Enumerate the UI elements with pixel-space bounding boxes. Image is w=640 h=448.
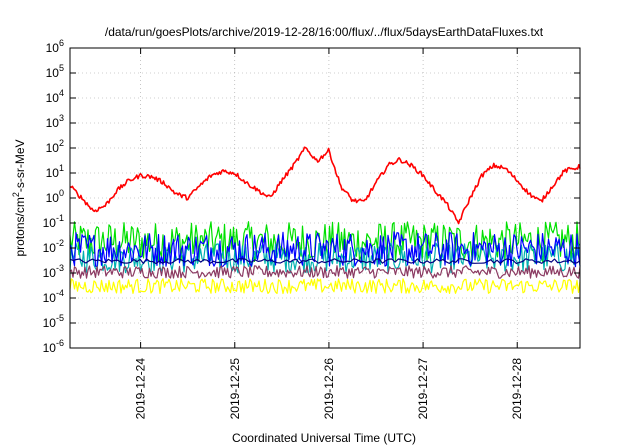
y-tick-label: 105: [46, 63, 64, 80]
y-axis-title-sup: 2: [11, 192, 21, 197]
x-tick-label: 2019-12-28: [510, 358, 524, 420]
y-tick-label-exponent: -2: [56, 238, 64, 248]
y-tick-label-base: 10: [46, 191, 60, 205]
y-tick-label: 10-4: [43, 288, 64, 305]
y-tick-label-base: 10: [43, 266, 57, 280]
y-axis-title-rest: -s-sr-MeV: [13, 139, 27, 192]
y-tick-label-exponent: 3: [59, 113, 64, 123]
y-tick-label-exponent: 0: [59, 188, 64, 198]
y-tick-label-exponent: -3: [56, 263, 64, 273]
x-axis-title: Coordinated Universal Time (UTC): [232, 431, 416, 445]
y-tick-label-exponent: -4: [56, 288, 64, 298]
y-tick-label: 102: [46, 138, 64, 155]
y-tick-label-base: 10: [43, 291, 57, 305]
y-tick-label: 103: [46, 113, 64, 130]
y-tick-label: 10-6: [43, 338, 64, 355]
y-tick-label-base: 10: [43, 341, 57, 355]
chart-title: /data/run/goesPlots/archive/2019-12-28/1…: [105, 25, 544, 39]
y-tick-label-exponent: -6: [56, 338, 64, 348]
y-tick-label-exponent: -5: [56, 313, 64, 323]
x-tick-label: 2019-12-26: [322, 358, 336, 420]
y-tick-label-base: 10: [43, 216, 57, 230]
y-tick-label-base: 10: [46, 141, 60, 155]
y-tick-label-base: 10: [46, 116, 60, 130]
y-tick-label: 104: [46, 88, 64, 105]
series-line: [69, 242, 581, 274]
y-tick-label: 10-2: [43, 238, 64, 255]
y-tick-label-base: 10: [46, 66, 60, 80]
y-tick-label: 10-5: [43, 313, 64, 330]
series-line: [69, 258, 581, 265]
series-layer: [69, 146, 581, 295]
y-tick-label-base: 10: [43, 316, 57, 330]
series-line: [69, 278, 581, 295]
y-tick-label: 10-3: [43, 263, 64, 280]
y-tick-label-exponent: 5: [59, 63, 64, 73]
series-line: [69, 231, 581, 268]
y-tick-label-base: 10: [46, 166, 60, 180]
y-tick-label-exponent: 1: [59, 163, 64, 173]
y-tick-label: 106: [46, 38, 64, 55]
y-axis: 10-610-510-410-310-210-11001011021031041…: [43, 38, 580, 355]
y-tick-label-base: 10: [43, 241, 57, 255]
y-tick-label-exponent: 4: [59, 88, 64, 98]
grid: [70, 48, 580, 348]
x-tick-label: 2019-12-24: [134, 358, 148, 420]
y-tick-label-exponent: 6: [59, 38, 64, 48]
y-axis-title-base: protons/cm: [13, 197, 27, 256]
x-axis: 2019-12-24 2019-12-25 2019-12-26 2019-12-27…: [134, 48, 524, 420]
y-axis-title: protons/cm2-s-sr-MeV: [11, 139, 27, 256]
y-tick-label: 10-1: [43, 213, 64, 230]
y-tick-label: 101: [46, 163, 64, 180]
y-tick-label-exponent: -1: [56, 213, 64, 223]
y-tick-label-exponent: 2: [59, 138, 64, 148]
y-tick-label-base: 10: [46, 41, 60, 55]
series-line: [69, 265, 581, 279]
y-tick-label-base: 10: [46, 91, 60, 105]
x-tick-label: 2019-12-25: [228, 358, 242, 420]
x-tick-label: 2019-12-27: [416, 358, 430, 420]
y-tick-label: 100: [46, 188, 64, 205]
series-line: [69, 146, 581, 225]
